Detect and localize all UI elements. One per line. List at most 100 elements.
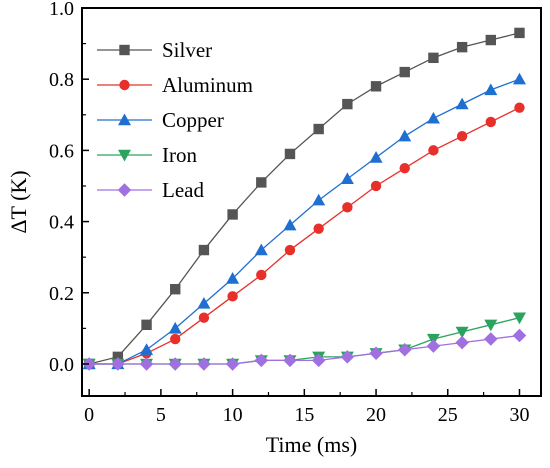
legend-item-lead: Lead (97, 178, 204, 202)
legend-label-copper: Copper (162, 108, 224, 132)
data-point-lead (197, 357, 211, 371)
series-silver (83, 27, 525, 370)
data-point-silver (198, 244, 210, 256)
data-point-lead (82, 357, 96, 371)
axes-layer: 0 5 10 15 20 25 30 0.0 0.2 0.4 0.6 0.8 1.0 (49, 0, 529, 426)
data-point-silver (256, 177, 267, 188)
legend-item-iron: Iron (97, 143, 197, 167)
data-point-lead (254, 353, 269, 368)
legend: Silver Aluminum Copper Iron Lead (97, 38, 253, 202)
data-point-copper (226, 272, 240, 284)
plot-frame (81, 7, 542, 397)
data-point-copper (455, 97, 469, 110)
data-point-silver (112, 351, 124, 363)
data-point-silver (313, 123, 324, 135)
legend-label-lead: Lead (162, 178, 204, 202)
x-tick-label: 15 (294, 404, 314, 426)
legend-item-copper: Copper (97, 108, 224, 132)
data-point-lead (426, 339, 441, 353)
data-point-lead (484, 332, 498, 346)
x-tick-label: 0 (84, 404, 94, 426)
data-point-silver (170, 284, 181, 295)
data-point-copper (398, 129, 412, 142)
data-point-aluminum (399, 162, 410, 174)
x-axis-title: Time (ms) (266, 432, 357, 457)
series-line-silver (89, 32, 520, 365)
data-point-copper (340, 172, 354, 185)
data-point-lead (397, 342, 412, 357)
data-point-copper (369, 151, 383, 163)
data-point-copper (168, 321, 182, 334)
legend-marker-copper (118, 113, 131, 126)
data-point-silver (514, 27, 525, 39)
data-point-aluminum (227, 291, 238, 302)
data-point-copper (283, 218, 297, 231)
data-point-aluminum (514, 102, 525, 113)
data-point-copper (254, 243, 268, 256)
series-lead (82, 328, 527, 371)
data-point-copper (426, 111, 440, 124)
data-point-silver (399, 66, 410, 78)
data-point-copper (484, 83, 498, 96)
data-point-lead (340, 350, 355, 364)
y-tick-label: 0.8 (49, 69, 74, 91)
data-point-silver (141, 319, 152, 331)
data-point-iron (512, 312, 526, 325)
data-point-aluminum (170, 333, 181, 345)
legend-marker-iron (118, 149, 131, 162)
data-point-lead (369, 346, 383, 361)
data-point-copper (512, 72, 526, 85)
data-point-lead (168, 357, 182, 371)
data-point-aluminum (456, 130, 468, 142)
legend-label-iron: Iron (162, 143, 197, 167)
series-line-aluminum (89, 107, 520, 365)
y-axis-title: ΔT (K) (6, 170, 31, 233)
data-point-aluminum (284, 244, 296, 256)
legend-marker-aluminum (119, 79, 130, 91)
x-tick-label: 30 (509, 404, 529, 426)
legend-marker-lead (117, 183, 132, 197)
data-point-aluminum (370, 180, 382, 192)
data-point-copper (312, 193, 326, 206)
data-point-iron (484, 319, 498, 332)
data-point-silver (370, 81, 382, 92)
y-tick-label: 0.6 (49, 140, 74, 162)
x-tick-label: 10 (223, 404, 243, 426)
data-point-silver (284, 148, 296, 160)
x-tick-label: 5 (156, 404, 166, 426)
data-point-lead (283, 353, 297, 368)
data-point-aluminum (256, 269, 267, 281)
data-point-copper (197, 296, 211, 309)
legend-label-aluminum: Aluminum (162, 73, 253, 97)
y-tick-label: 0.2 (49, 283, 74, 305)
data-point-aluminum (198, 312, 210, 323)
series-line-lead (89, 334, 520, 365)
data-point-silver (342, 98, 353, 110)
series-line-copper (89, 78, 520, 365)
data-point-silver (428, 52, 439, 64)
legend-item-aluminum: Aluminum (97, 73, 253, 97)
data-point-lead (455, 335, 469, 350)
data-point-aluminum (485, 116, 496, 128)
data-point-lead (225, 357, 240, 371)
data-point-lead (111, 357, 125, 371)
data-point-lead (139, 357, 154, 371)
data-point-aluminum (342, 202, 353, 213)
series-layer (82, 27, 527, 371)
x-tick-label: 25 (438, 404, 458, 426)
data-point-silver (227, 209, 238, 220)
legend-marker-silver (119, 44, 130, 56)
data-point-silver (456, 41, 468, 53)
y-tick-label: 0.0 (49, 354, 74, 376)
series-line-iron (89, 317, 520, 365)
y-tick-label: 1.0 (49, 0, 74, 20)
data-point-lead (512, 328, 527, 343)
data-point-copper (140, 343, 154, 355)
legend-label-silver: Silver (162, 38, 212, 62)
data-point-lead (311, 353, 326, 368)
data-point-silver (485, 34, 496, 46)
legend-item-silver: Silver (97, 38, 212, 62)
y-tick-label: 0.4 (49, 212, 74, 234)
